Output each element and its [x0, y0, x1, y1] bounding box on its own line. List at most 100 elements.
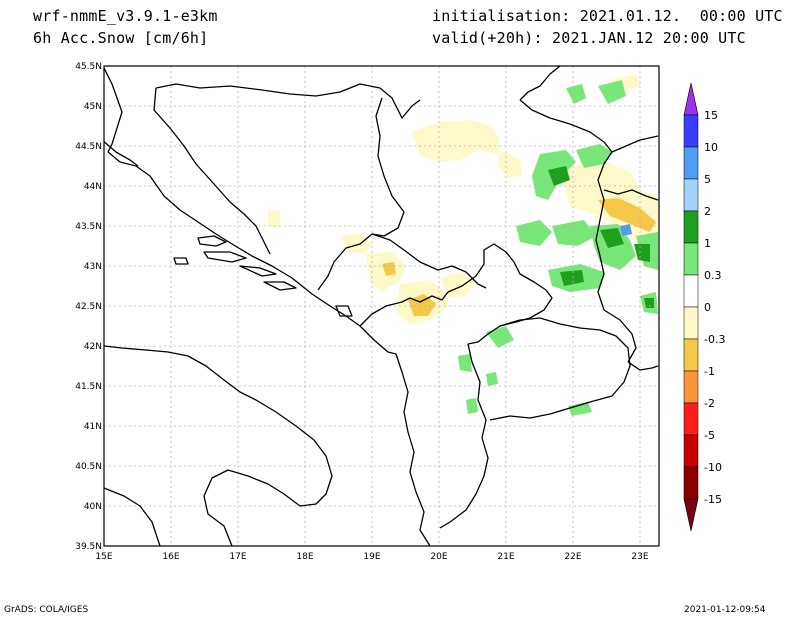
latitude-labels: 45.5N 45N 44.5N 44N 43.5N 43N 42.5N 42N 41.5N 41N… [75, 62, 102, 552]
colorbar-segment [683, 114, 699, 148]
light-green-area [516, 220, 552, 246]
colorbar-label: 10 [704, 141, 718, 154]
border-bosnia-serbia [317, 97, 405, 291]
lon-label: 17E [229, 552, 246, 562]
island [173, 257, 189, 265]
island [197, 235, 227, 247]
plot-timestamp: 2021-01-12-09:54 [684, 605, 766, 615]
island [239, 265, 277, 277]
border-serbia-east [519, 99, 637, 363]
lon-label: 22E [564, 552, 581, 562]
lat-label: 45.5N [75, 62, 102, 72]
lat-label: 44.5N [75, 142, 102, 152]
lat-label: 41N [84, 422, 102, 432]
pale-yellow-area [340, 234, 372, 254]
colorbar-label: 2 [704, 205, 711, 218]
pale-yellow-area [412, 120, 500, 162]
lon-label: 18E [296, 552, 313, 562]
border-montenegro [371, 233, 487, 289]
border-greece [627, 361, 659, 371]
light-green-area [466, 398, 478, 414]
island [335, 305, 353, 317]
lon-label: 21E [497, 552, 514, 562]
lon-label: 16E [162, 552, 179, 562]
colorbar-segment [683, 338, 699, 372]
light-green-area [568, 402, 592, 416]
colorbar-segment [683, 306, 699, 340]
colorbar-bottom-arrow [683, 498, 699, 532]
lat-label: 44N [84, 182, 102, 192]
model-title: wrf-nmmE_v3.9.1-e3km [33, 7, 218, 25]
lat-label: 39.5N [75, 542, 102, 552]
colorbar-label: -2 [704, 397, 715, 410]
colorbar: 15 10 5 2 1 0.3 0 -0.3 -1 -2 -5 -10 -15 [683, 82, 725, 532]
lat-label: 45N [84, 102, 102, 112]
lon-label: 19E [363, 552, 380, 562]
lat-label: 40N [84, 502, 102, 512]
lon-label: 15E [95, 552, 112, 562]
dark-green-area [644, 298, 654, 308]
colorbar-label: 15 [704, 109, 718, 122]
light-green-area [486, 372, 498, 386]
colorbar-top-arrow [683, 82, 699, 116]
colorbar-label: -1 [704, 365, 715, 378]
dark-green-area [560, 270, 584, 286]
dark-green-area [634, 244, 650, 262]
border-romania-bulgaria [611, 135, 659, 153]
island [203, 251, 247, 263]
map-area [104, 66, 659, 546]
country-borders [153, 66, 659, 529]
colorbar-segment [683, 466, 699, 500]
border-macedonia [489, 317, 631, 421]
coastlines [104, 67, 431, 546]
colorbar-label: -15 [704, 493, 722, 506]
snow-field [268, 74, 658, 416]
colorbar-label: -5 [704, 429, 715, 442]
colorbar-segment [683, 242, 699, 276]
italy-coastline [104, 487, 161, 546]
dalmatian-coastline [104, 67, 397, 355]
colorbar-segment [683, 210, 699, 244]
italy-coastline [104, 345, 333, 546]
colorbar-label: 0.3 [704, 269, 722, 282]
light-green-area [486, 326, 514, 348]
colorbar-segment [683, 274, 699, 308]
lon-label: 23E [631, 552, 648, 562]
light-green-area [552, 220, 596, 246]
pale-yellow-area [268, 210, 280, 228]
field-title: 6h Acc.Snow [cm/6h] [33, 29, 209, 47]
albania-coastline [395, 353, 431, 546]
border-bulgaria [603, 189, 659, 201]
orange-area [382, 262, 396, 276]
lat-label: 43.5N [75, 222, 102, 232]
colorbar-segment [683, 146, 699, 180]
light-green-area [598, 80, 626, 104]
border-romania [519, 66, 561, 101]
map-frame [103, 65, 660, 547]
colorbar-label: 1 [704, 237, 711, 250]
colorbar-label: -0.3 [704, 333, 725, 346]
island [104, 140, 139, 167]
light-green-area [566, 84, 586, 104]
light-green-area [458, 354, 472, 372]
lat-label: 41.5N [75, 382, 102, 392]
initialisation-time: initialisation: 2021.01.12. 00:00 UTC [432, 7, 783, 25]
blue-area [620, 224, 632, 236]
colorbar-segment [683, 402, 699, 436]
lat-label: 42.5N [75, 302, 102, 312]
border-croatia-bosnia [155, 83, 421, 119]
valid-time: valid(+20h): 2021.JAN.12 20:00 UTC [432, 29, 746, 47]
lat-label: 43N [84, 262, 102, 272]
colorbar-segment [683, 178, 699, 212]
grads-credit: GrADS: COLA/IGES [4, 605, 89, 615]
pale-yellow-area [498, 150, 522, 178]
lon-label: 20E [430, 552, 447, 562]
longitude-labels: 15E 16E 17E 18E 19E 20E 21E 22E 23E [95, 552, 648, 562]
dark-green-area [600, 228, 624, 248]
border-bosnia-west [153, 87, 271, 255]
colorbar-label: 5 [704, 173, 711, 186]
lat-label: 40.5N [75, 462, 102, 472]
border-albania-east [439, 343, 489, 529]
border-montenegro-albania [359, 291, 449, 327]
